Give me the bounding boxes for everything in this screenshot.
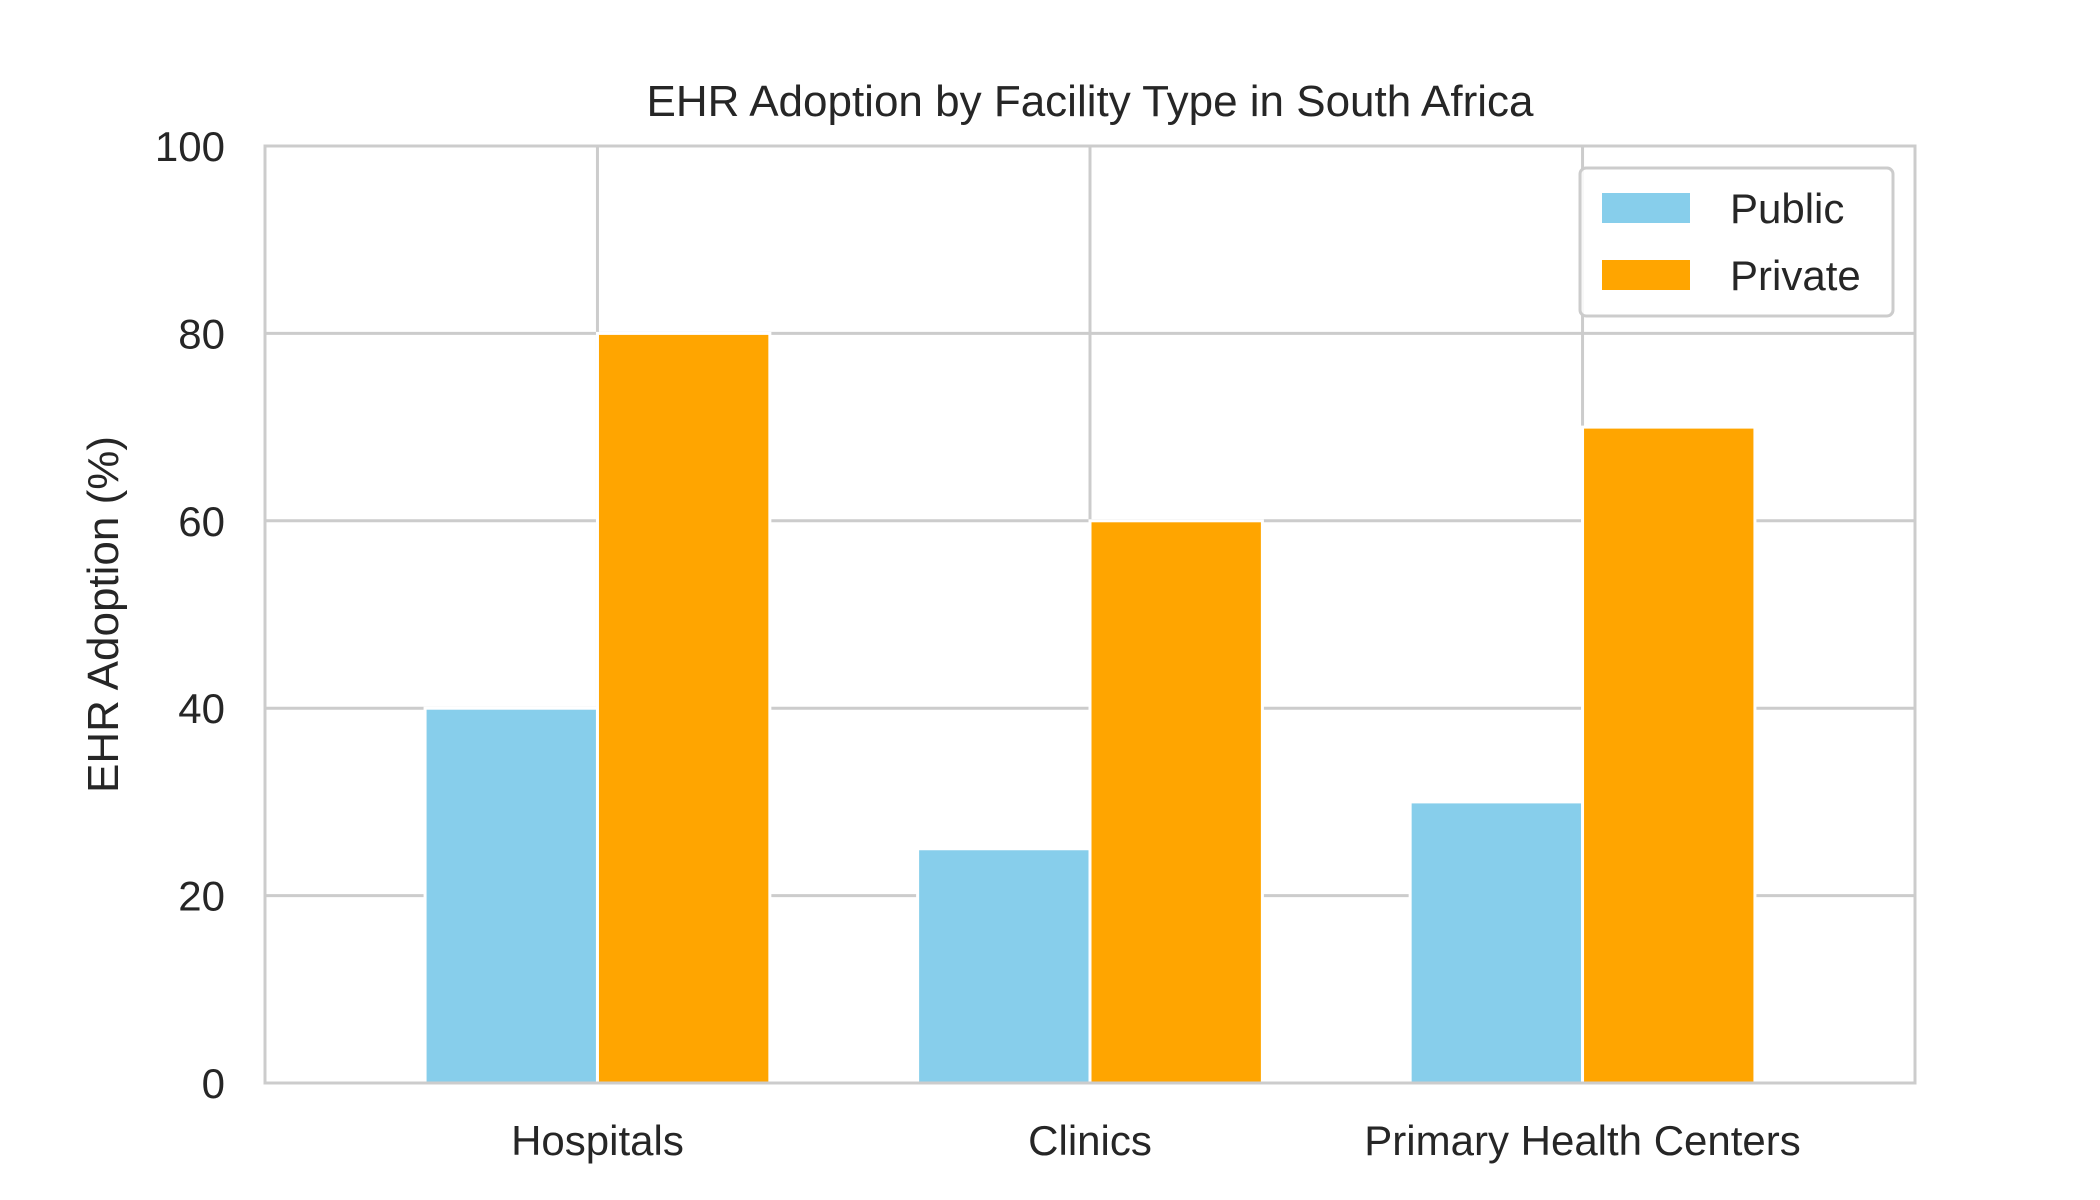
chart-title: EHR Adoption by Facility Type in South A…	[647, 77, 1535, 126]
y-tick-label: 20	[178, 873, 225, 920]
legend-swatch-private	[1602, 260, 1690, 290]
y-tick-label: 40	[178, 685, 225, 732]
legend-label-public: Public	[1730, 185, 1844, 232]
y-tick-label: 80	[178, 310, 225, 357]
bar-public-clinics	[916, 847, 1092, 1085]
y-tick-label: 0	[202, 1060, 225, 1107]
bar-public-primary-health-centers	[1408, 800, 1585, 1085]
bar-private-hospitals	[595, 331, 772, 1085]
bar-private-clinics	[1088, 519, 1264, 1085]
plot-frame	[263, 144, 1917, 1085]
y-axis-label: EHR Adoption (%)	[79, 436, 128, 793]
legend-swatch-public	[1602, 193, 1690, 223]
x-tick-label: Primary Health Centers	[1364, 1117, 1800, 1164]
y-tick-labels: 0 20 40 60 80 100	[155, 123, 225, 1107]
bars	[423, 331, 1757, 1085]
bar-public-hospitals	[423, 706, 599, 1085]
legend: Public Private	[1578, 166, 1895, 318]
y-tick-label: 60	[178, 498, 225, 545]
bar-private-primary-health-centers	[1581, 425, 1757, 1085]
x-tick-label: Hospitals	[511, 1117, 684, 1164]
y-tick-label: 100	[155, 123, 225, 170]
x-tick-labels: Hospitals Clinics Primary Health Centers	[511, 1117, 1801, 1164]
x-tick-label: Clinics	[1028, 1117, 1152, 1164]
legend-label-private: Private	[1730, 252, 1861, 299]
